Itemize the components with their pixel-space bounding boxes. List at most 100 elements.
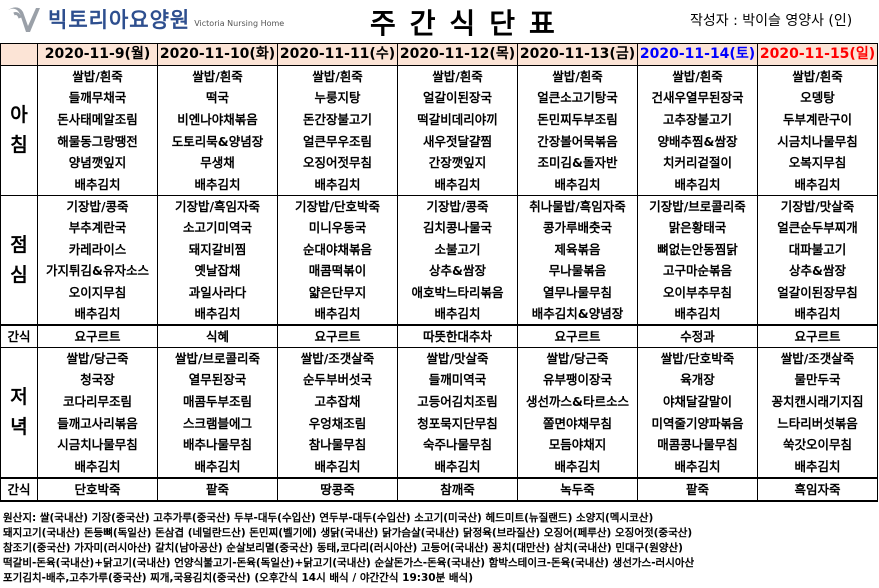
menu-row: 배추김치 배추김치 배추김치 배추김치 배추김치 배추김치 배추김치 <box>1 173 878 196</box>
menu-row: 배추김치 배추김치 배추김치 배추김치 배추김치&양념장 배추김치 배추김치 <box>1 303 878 326</box>
menu-item: 순두부버섯국 <box>277 369 398 391</box>
menu-item: 매콤두부조림 <box>157 390 278 413</box>
date-header: 2020-11-12(목) <box>397 43 518 66</box>
meal-label-char: 침 <box>10 134 28 157</box>
menu-item: 쌀밥/흰죽 <box>517 65 638 88</box>
menu-item: 들깨고사리볶음 <box>37 412 158 434</box>
menu-item: 쌀밥/흰죽 <box>277 65 398 88</box>
menu-item: 쌀밥/브로콜리죽 <box>157 347 278 370</box>
menu-item: 배추김치&양념장 <box>517 303 638 326</box>
menu-item: 기장밥/맛살죽 <box>757 194 878 217</box>
menu-item: 얼큰무우조림 <box>277 130 398 152</box>
menu-item: 들깨무채국 <box>37 87 158 109</box>
menu-item: 간장볼어묵볶음 <box>517 130 638 152</box>
menu-item: 쌀밥/당근죽 <box>517 347 638 370</box>
meal-label-char: 아 <box>10 104 28 127</box>
menu-item: 배추김치 <box>637 173 758 196</box>
menu-item: 쌀밥/흰죽 <box>397 65 518 88</box>
menu-item: 두부계란구이 <box>757 108 878 131</box>
snack-item: 요구르트 <box>757 324 878 349</box>
menu-row: 들깨무채국 떡국 누룽지탕 얼갈이된장국 얼큰소고기탕국 건새우열무된장국 오뎅탕 <box>1 87 878 109</box>
menu-item: 쌀밥/흰죽 <box>157 65 278 88</box>
menu-item: 배추김치 <box>157 173 278 196</box>
menu-item: 도토리묵&양념장 <box>157 130 278 152</box>
origin-line: 돼지고기(국내산) 돈등뼈(독일산) 돈삼겹 (네덜란드산) 돈민찌(벨기에) … <box>3 527 693 539</box>
meal-label-char: 점 <box>10 233 28 256</box>
menu-item: 떡국 <box>157 87 278 109</box>
menu-item: 생선까스&타르소스 <box>517 390 638 413</box>
snack-item: 요구르트 <box>517 324 638 349</box>
menu-item: 배추김치 <box>757 455 878 478</box>
meal-label-char: 심 <box>10 263 28 286</box>
origin-line: 포기김치-배추,고추가루(중국산) 찌개,국용김치(중국산) (오후간식 14시… <box>3 572 474 584</box>
menu-item: 배추김치 <box>277 455 398 478</box>
menu-row: 가지튀김&유자소스 옛날잡채 매콤떡볶이 상추&쌈장 무나물볶음 고구마순볶음 상추&쌈장 <box>1 259 878 282</box>
menu-item: 배추김치 <box>397 455 518 478</box>
menu-item: 쌀밥/단호박죽 <box>637 347 758 370</box>
author: 작성자 : 박이슬 영양사 (인) <box>690 13 853 29</box>
menu-item: 얼큰순두부찌개 <box>757 216 878 239</box>
menu-item: 오뎅탕 <box>757 87 878 109</box>
menu-item: 미역줄기양파볶음 <box>637 412 758 434</box>
snack-item: 참깨죽 <box>397 476 518 502</box>
snack-row: 간식 요구르트 식혜 요구르트 따뜻한대추차 요구르트 수정과 요구르트 <box>0 324 878 349</box>
menu-item: 쌀밥/조갯살죽 <box>757 347 878 370</box>
menu-item: 과일사라다 <box>157 281 278 304</box>
menu-row: 들깨고사리볶음 스크램블에그 우엉채조림 청포묵지단무침 쫄면야채무침 미역줄기양파볶음 느… <box>1 412 878 434</box>
snack-label: 간식 <box>0 476 38 502</box>
menu-item: 쌀밥/흰죽 <box>757 65 878 88</box>
menu-item: 미니우동국 <box>277 216 398 239</box>
menu-item: 무생채 <box>157 151 278 174</box>
menu-item: 오징어젓무침 <box>277 151 398 174</box>
menu-item: 얼갈이된장무침 <box>757 281 878 304</box>
menu-item: 숙주나물무침 <box>397 433 518 456</box>
menu-item: 건새우열무된장국 <box>637 87 758 109</box>
menu-item: 기장밥/콩죽 <box>397 194 518 217</box>
menu-item: 오복지무침 <box>757 151 878 174</box>
menu-item: 무나물볶음 <box>517 259 638 282</box>
menu-item: 매콤떡볶이 <box>277 259 398 282</box>
menu-item: 물만두국 <box>757 369 878 391</box>
date-header: 2020-11-11(수) <box>277 43 398 66</box>
menu-item: 기장밥/브로콜리죽 <box>637 194 758 217</box>
snack-item: 요구르트 <box>277 324 398 349</box>
menu-table: 2020-11-9(월) 2020-11-10(화) 2020-11-11(수) 20… <box>0 43 878 502</box>
snack-item: 녹두죽 <box>517 476 638 502</box>
menu-item: 배추김치 <box>517 455 638 478</box>
snack-item: 따뜻한대추차 <box>397 324 518 349</box>
snack-item: 식혜 <box>157 324 278 349</box>
menu-item: 고추장불고기 <box>637 108 758 131</box>
snack-item: 수정과 <box>637 324 758 349</box>
date-row: 2020-11-9(월) 2020-11-10(화) 2020-11-11(수) 20… <box>0 43 878 66</box>
menu-item: 얼큰소고기탕국 <box>517 87 638 109</box>
menu-item: 취나물밥/흑임자죽 <box>517 194 638 217</box>
menu-item: 배추김치 <box>37 455 158 478</box>
menu-row: 시금치나물무침 배추나물무침 참나물무침 숙주나물무침 모듬야채지 매콤콩나물무침 쑥갓오이… <box>1 433 878 456</box>
menu-item: 스크램블에그 <box>157 412 278 434</box>
menu-item: 얇은단무지 <box>277 281 398 304</box>
header: 빅토리아요양원 Victoria Nursing Home 주간식단표 작성자 … <box>0 0 879 42</box>
menu-item: 얼갈이된장국 <box>397 87 518 109</box>
menu-item: 배추김치 <box>517 173 638 196</box>
menu-item: 느타리버섯볶음 <box>757 412 878 434</box>
menu-row: 오이지무침 과일사라다 얇은단무지 애호박느타리볶음 열무나물무침 오이부추무침 얼갈이된장… <box>1 281 878 304</box>
menu-item: 배추김치 <box>37 173 158 196</box>
menu-item: 기장밥/콩죽 <box>37 194 158 217</box>
page-title: 주간식단표 <box>370 7 569 40</box>
menu-row: 해물동그랑땡전 도토리묵&양념장 얼큰무우조림 새우젓달걀찜 간장볼어묵볶음 양배추찜&쌈… <box>1 130 878 152</box>
menu-item: 쌀밥/맛살죽 <box>397 347 518 370</box>
menu-item: 오이지무침 <box>37 281 158 304</box>
origin-info: 원산지: 쌀(국내산) 기장(중국산) 고추가루(중국산) 두부-대두(수입산)… <box>3 511 694 586</box>
menu-item: 열무된장국 <box>157 369 278 391</box>
menu-item: 배추김치 <box>157 455 278 478</box>
menu-item: 애호박느타리볶음 <box>397 281 518 304</box>
menu-item: 가지튀김&유자소스 <box>37 259 158 282</box>
menu-item: 떡갈비데리야끼 <box>397 108 518 131</box>
menu-item: 제육볶음 <box>517 238 638 260</box>
menu-item: 옛날잡채 <box>157 259 278 282</box>
menu-item: 배추김치 <box>397 173 518 196</box>
menu-item: 오이부추무침 <box>637 281 758 304</box>
date-header: 2020-11-13(금) <box>517 43 638 66</box>
